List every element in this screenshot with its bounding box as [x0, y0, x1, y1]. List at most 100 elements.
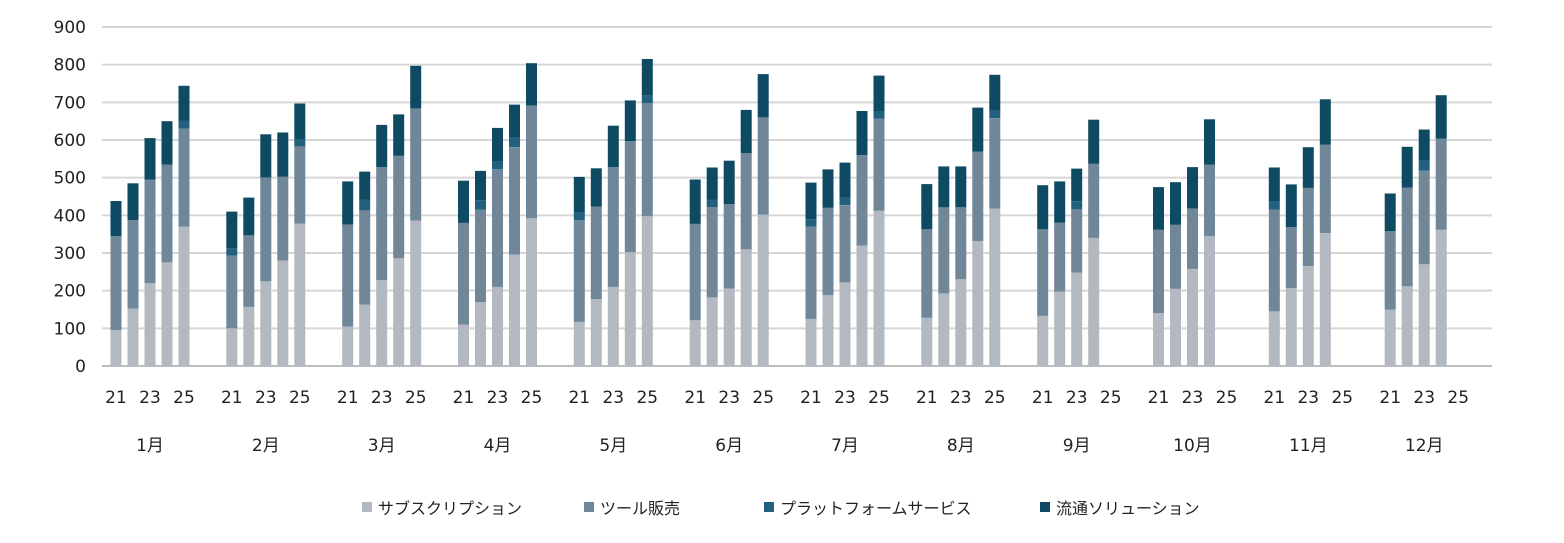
bar-segment	[856, 245, 868, 366]
bar-segment	[161, 262, 173, 366]
bar-segment	[1037, 185, 1049, 230]
bar-segment	[243, 235, 255, 307]
bar-segment	[492, 161, 503, 170]
bar-segment	[127, 308, 139, 366]
x-tick-label: 21	[568, 388, 590, 408]
bar-segment	[1088, 163, 1100, 238]
bar-segment	[342, 224, 354, 327]
x-group-label: 5月	[599, 436, 627, 456]
legend-item-platform-service: プラットフォームサービス	[764, 494, 972, 520]
bar-segment	[706, 199, 718, 207]
x-tick-label: 25	[984, 388, 1006, 408]
x-group-label: 4月	[484, 436, 512, 456]
bar-segment	[342, 181, 354, 225]
bar-segment	[607, 167, 619, 287]
bar-segment	[492, 127, 503, 162]
x-tick-label: 25	[868, 388, 890, 408]
x-tick-label: 23	[834, 388, 856, 408]
bar-segment	[376, 280, 388, 366]
bar-segment	[1418, 160, 1430, 171]
bar-segment	[1071, 201, 1083, 210]
bar-segment	[839, 282, 851, 366]
bar-segment	[573, 321, 585, 366]
bar-segment	[757, 74, 769, 118]
bar-segment	[393, 114, 405, 156]
bars	[110, 59, 1447, 367]
bar-segment	[590, 299, 602, 366]
bar-segment	[144, 179, 156, 284]
bar-segment	[359, 210, 371, 305]
bar-segment	[393, 258, 405, 366]
bar-segment	[1170, 288, 1181, 366]
bar-segment	[226, 255, 238, 329]
bar-segment	[805, 318, 817, 366]
bar-segment	[1319, 144, 1331, 233]
bar-segment	[359, 171, 371, 200]
x-tick-label: 23	[1182, 388, 1204, 408]
legend: サブスクリプション ツール販売 プラットフォームサービス 流通ソリューション	[0, 494, 1564, 520]
bar-segment	[178, 226, 190, 366]
x-group-label: 2月	[252, 436, 280, 456]
bar-segment	[1153, 229, 1164, 314]
bar-segment	[1384, 231, 1396, 310]
bar-segment	[376, 167, 388, 281]
x-group-label: 9月	[1063, 436, 1091, 456]
bar-segment	[972, 107, 984, 152]
bar-segment	[1418, 264, 1430, 366]
bar-segment	[822, 169, 834, 208]
bar-segment	[294, 139, 306, 147]
bar-segment	[1302, 147, 1314, 188]
legend-label-distribution-solution: 流通ソリューション	[1056, 499, 1200, 518]
legend-swatch-tool-sales	[584, 502, 594, 512]
legend-label-subscription: サブスクリプション	[378, 499, 523, 518]
bar-segment	[509, 137, 520, 148]
bar-segment	[1037, 315, 1049, 366]
x-group-label: 3月	[368, 436, 396, 456]
bar-segment	[641, 59, 653, 96]
bar-segment	[127, 220, 139, 309]
bar-segment	[641, 103, 653, 217]
bar-segment	[873, 210, 885, 366]
bar-segment	[1187, 268, 1198, 366]
bar-segment	[492, 286, 503, 366]
bar-segment	[1285, 227, 1297, 288]
bar-segment	[590, 168, 602, 207]
x-tick-label: 25	[289, 388, 311, 408]
x-tick-label: 21	[1263, 388, 1285, 408]
bar-segment	[839, 205, 851, 283]
bar-segment	[989, 118, 1001, 209]
legend-label-tool-sales: ツール販売	[600, 499, 681, 518]
bar-segment	[277, 132, 289, 177]
y-tick-label: 800	[54, 56, 86, 76]
bar-segment	[1401, 187, 1413, 287]
bar-segment	[410, 65, 422, 109]
gridlines	[102, 26, 1492, 367]
bar-segment	[573, 176, 585, 213]
x-tick-label: 23	[718, 388, 740, 408]
bar-segment	[342, 326, 354, 366]
bar-segment	[178, 128, 190, 227]
bar-segment	[226, 328, 238, 366]
bar-segment	[723, 204, 735, 289]
bar-segment	[1319, 233, 1331, 366]
bar-segment	[955, 207, 967, 280]
bar-segment	[757, 214, 769, 366]
y-tick-label: 700	[54, 93, 86, 113]
bar-segment	[526, 63, 537, 106]
bar-segment	[706, 297, 718, 366]
bar-segment	[144, 283, 156, 366]
x-tick-label: 21	[1379, 388, 1401, 408]
bar-segment	[393, 155, 405, 259]
bar-segment	[1319, 99, 1331, 145]
bar-segment	[1071, 168, 1083, 202]
x-tick-label: 25	[752, 388, 774, 408]
bar-segment	[822, 207, 834, 296]
bar-segment	[178, 85, 190, 121]
bar-segment	[921, 317, 933, 366]
bar-segment	[243, 197, 255, 236]
x-tick-label: 25	[521, 388, 543, 408]
bar-segment	[110, 236, 122, 331]
legend-swatch-distribution-solution	[1040, 502, 1050, 512]
bar-segment	[689, 224, 701, 321]
bar-segment	[294, 103, 306, 140]
